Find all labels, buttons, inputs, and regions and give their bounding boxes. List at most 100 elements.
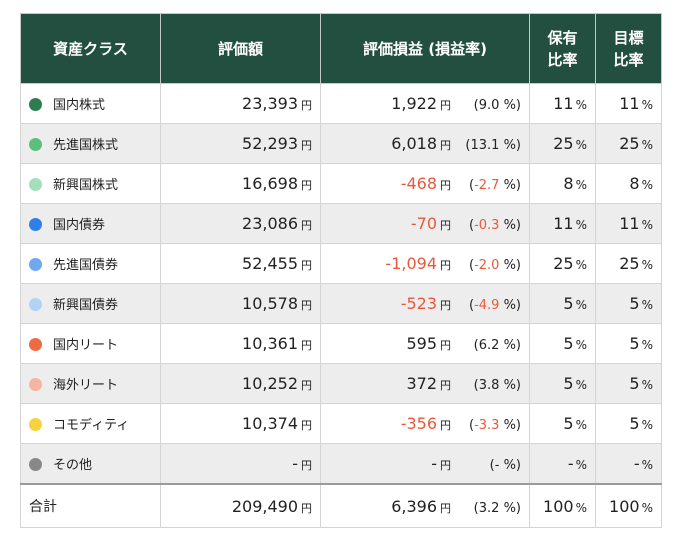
color-dot-icon	[29, 298, 42, 311]
pl-rate-close: %)	[499, 458, 521, 473]
pl-rate-value: -0.3	[474, 218, 500, 233]
color-dot-icon	[29, 178, 42, 191]
holding-ratio-unit: %	[575, 378, 587, 392]
pl-rate-close: %)	[499, 258, 521, 273]
pl-rate-value: -3.3	[474, 418, 500, 433]
asset-class-name: 国内リート	[53, 338, 119, 353]
holding-ratio-unit: %	[575, 178, 587, 192]
holding-ratio-value: 5	[563, 414, 574, 433]
pl-rate-open: (	[468, 418, 475, 433]
holding-ratio-cell: 5%	[529, 323, 596, 364]
asset-class-name: 国内債券	[53, 218, 106, 233]
holding-ratio-cell: 11%	[529, 83, 596, 124]
valuation-value: 16,698	[242, 174, 298, 193]
color-dot-icon	[29, 218, 42, 231]
target-ratio-cell: 5%	[595, 403, 662, 444]
holding-ratio-cell: 8%	[529, 163, 596, 204]
pl-rate: (-4.9 %)	[459, 298, 521, 313]
valuation-unit: 円	[301, 179, 312, 192]
holding-ratio-unit: %	[575, 258, 587, 272]
pl-rate-open: (	[473, 378, 479, 393]
valuation-value: 23,086	[242, 214, 298, 233]
pl-value: 1,922	[391, 94, 437, 113]
table-row: 海外リート 10,252 円 372 円 (3.8 %) 5% 5%	[20, 363, 662, 404]
holding-ratio-unit: %	[575, 98, 587, 112]
asset-class-cell: 先進国債券	[20, 243, 161, 284]
table-row: 先進国債券 52,455 円 -1,094 円 (-2.0 %) 25% 25%	[20, 243, 662, 284]
pl-rate-open: (	[473, 338, 479, 353]
holding-ratio-cell: 25%	[529, 123, 596, 164]
pl-value: -523	[400, 294, 437, 313]
pl-unit: 円	[440, 99, 451, 112]
holding-ratio-unit: %	[575, 298, 587, 312]
asset-class-cell: 国内リート	[20, 323, 161, 364]
asset-class-name: 国内株式	[53, 98, 106, 113]
table-row: コモディティ 10,374 円 -356 円 (-3.3 %) 5% 5%	[20, 403, 662, 444]
valuation-value: 52,293	[242, 134, 298, 153]
target-ratio-cell: 11%	[595, 203, 662, 244]
holding-ratio-value: 25	[553, 134, 574, 153]
total-holding: 100	[543, 496, 574, 516]
table-row: 先進国株式 52,293 円 6,018 円 (13.1 %) 25% 25%	[20, 123, 662, 164]
total-rate-open: (	[473, 500, 479, 516]
asset-class-name: 新興国株式	[53, 178, 119, 193]
asset-class-name: その他	[53, 458, 93, 473]
valuation-cell: 10,361 円	[160, 323, 321, 364]
valuation-value: 10,578	[242, 294, 298, 313]
valuation-unit: 円	[301, 259, 312, 272]
table-row: 新興国債券 10,578 円 -523 円 (-4.9 %) 5% 5%	[20, 283, 662, 324]
holding-ratio-value: 8	[563, 174, 574, 193]
target-ratio-cell: 5%	[595, 283, 662, 324]
valuation-unit: 円	[301, 99, 312, 112]
pl-value: 595	[406, 334, 437, 353]
asset-class-cell: 海外リート	[20, 363, 161, 404]
valuation-unit: 円	[301, 139, 312, 152]
pl-rate-close: %)	[499, 298, 521, 313]
pl-unit: 円	[440, 299, 451, 312]
header-target-line1: 目標	[613, 28, 644, 47]
pl-rate: (- %)	[459, 458, 521, 473]
valuation-cell: 10,578 円	[160, 283, 321, 324]
holding-ratio-unit: %	[575, 138, 587, 152]
portfolio-table-container: 資産クラス 評価額 評価損益 (損益率) 保有 比率 目標 比率 国内株式 23,…	[20, 13, 662, 528]
pl-rate-value: -	[494, 458, 500, 473]
target-ratio-value: -	[633, 454, 640, 473]
asset-class-name: 新興国債券	[53, 298, 119, 313]
asset-class-name: 先進国株式	[53, 138, 119, 153]
holding-ratio-unit: %	[575, 458, 587, 472]
pl-value: -468	[400, 174, 437, 193]
holding-ratio-value: 11	[553, 214, 574, 233]
pl-rate: (13.1 %)	[459, 138, 521, 153]
asset-class-name: コモディティ	[53, 418, 130, 433]
holding-ratio-value: 25	[553, 254, 574, 273]
pl-rate-open: (	[489, 458, 495, 473]
valuation-unit: 円	[301, 419, 312, 432]
pl-value: -	[431, 454, 437, 473]
valuation-unit: 円	[301, 299, 312, 312]
target-ratio-value: 11	[619, 214, 640, 233]
table-row: その他 - 円 - 円 (- %) -% -%	[20, 443, 662, 485]
target-ratio-cell: 11%	[595, 83, 662, 124]
target-ratio-value: 25	[619, 254, 640, 273]
pl-cell: 595 円 (6.2 %)	[320, 323, 530, 364]
pl-rate-value: 3.8	[478, 378, 500, 393]
target-ratio-value: 5	[629, 334, 640, 353]
table-header-row: 資産クラス 評価額 評価損益 (損益率) 保有 比率 目標 比率	[20, 13, 662, 84]
holding-ratio-cell: 5%	[529, 403, 596, 444]
pl-cell: -468 円 (-2.7 %)	[320, 163, 530, 204]
header-target-line2: 比率	[613, 50, 644, 69]
total-rate-close: %)	[499, 500, 521, 516]
pl-value: -1,094	[385, 254, 437, 273]
total-holding-cell: 100%	[529, 483, 596, 528]
pl-rate-close: %)	[499, 218, 521, 233]
pl-rate-open: (	[468, 298, 475, 313]
target-ratio-unit: %	[641, 298, 653, 312]
table-row: 新興国株式 16,698 円 -468 円 (-2.7 %) 8% 8%	[20, 163, 662, 204]
holding-ratio-value: 5	[563, 334, 574, 353]
pl-unit: 円	[440, 419, 451, 432]
asset-class-cell: 先進国株式	[20, 123, 161, 164]
header-holding-line1: 保有	[547, 28, 578, 47]
color-dot-icon	[29, 378, 42, 391]
holding-ratio-unit: %	[575, 218, 587, 232]
pl-unit: 円	[440, 259, 451, 272]
